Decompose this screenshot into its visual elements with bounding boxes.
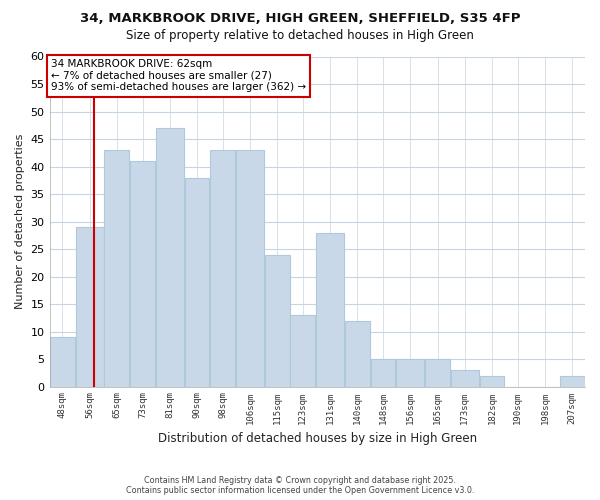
Bar xyxy=(210,150,235,386)
Bar xyxy=(425,359,450,386)
Bar xyxy=(479,376,505,386)
Bar xyxy=(185,178,209,386)
Text: Size of property relative to detached houses in High Green: Size of property relative to detached ho… xyxy=(126,29,474,42)
Bar xyxy=(396,359,424,386)
Bar xyxy=(265,254,290,386)
Bar xyxy=(451,370,479,386)
Bar xyxy=(316,232,344,386)
Text: 34, MARKBROOK DRIVE, HIGH GREEN, SHEFFIELD, S35 4FP: 34, MARKBROOK DRIVE, HIGH GREEN, SHEFFIE… xyxy=(80,12,520,26)
Text: 34 MARKBROOK DRIVE: 62sqm
← 7% of detached houses are smaller (27)
93% of semi-d: 34 MARKBROOK DRIVE: 62sqm ← 7% of detach… xyxy=(51,60,306,92)
Bar xyxy=(290,315,315,386)
Bar xyxy=(560,376,584,386)
Bar xyxy=(236,150,264,386)
Text: Contains HM Land Registry data © Crown copyright and database right 2025.
Contai: Contains HM Land Registry data © Crown c… xyxy=(126,476,474,495)
Y-axis label: Number of detached properties: Number of detached properties xyxy=(15,134,25,309)
X-axis label: Distribution of detached houses by size in High Green: Distribution of detached houses by size … xyxy=(158,432,477,445)
Bar xyxy=(371,359,395,386)
Bar xyxy=(76,227,104,386)
Bar xyxy=(156,128,184,386)
Bar xyxy=(130,161,155,386)
Bar xyxy=(104,150,130,386)
Bar xyxy=(50,337,75,386)
Bar xyxy=(345,320,370,386)
